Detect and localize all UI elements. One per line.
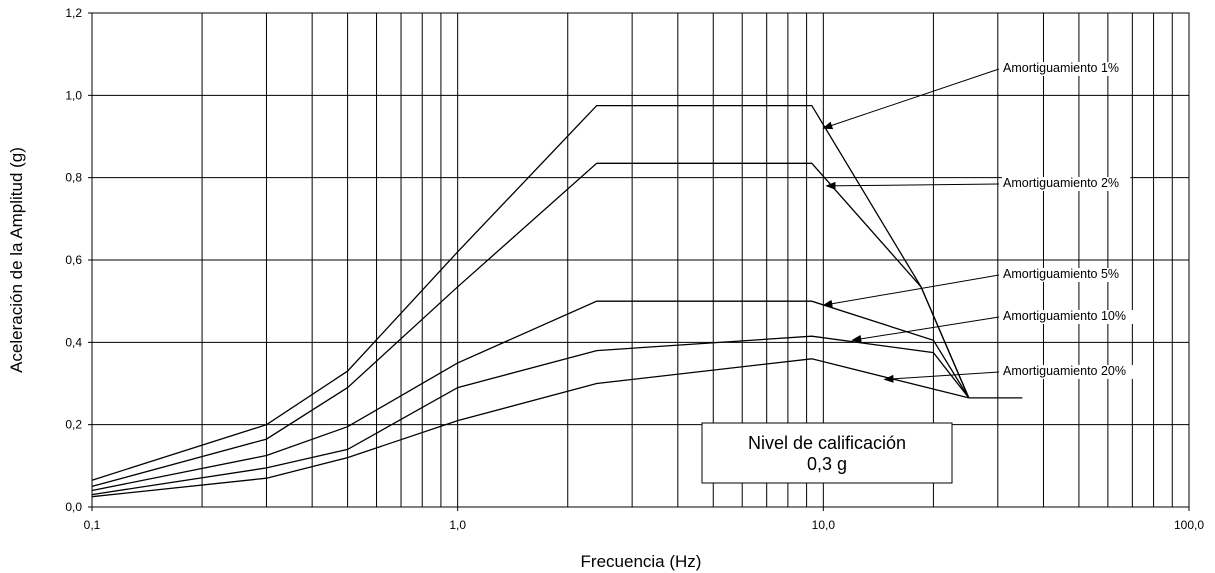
annotation-arrow — [851, 316, 1000, 343]
qualification-box-line2: 0,3 g — [807, 454, 847, 474]
annotation-label-bg — [1002, 365, 1138, 379]
y-tick-label: 1,2 — [65, 6, 82, 20]
tick-labels: 0,0 0,2 0,4 0,6 0,8 1,0 1,2 0,1 1,0 10,0 100,0 — [65, 6, 1204, 532]
series-line-4 — [91, 335, 970, 496]
annotation-label-bg — [1002, 310, 1138, 324]
x-axis-title: Frecuencia (Hz) — [581, 552, 702, 571]
y-tick-label: 0,2 — [65, 418, 82, 432]
qualification-box-frame — [701, 422, 953, 484]
x-tick-label: 1,0 — [449, 518, 466, 532]
x-tick-label: 100,0 — [1174, 518, 1204, 532]
y-tick-label: 0,4 — [65, 335, 82, 349]
annotation-label: Amortiguamiento 1% — [1003, 61, 1119, 75]
annotations: Amortiguamiento 1% Amortiguamiento 2% Amor… — [822, 61, 1138, 383]
series-line-3 — [91, 300, 970, 492]
y-tick-label: 1,0 — [65, 88, 82, 102]
y-axis-title: Aceleración de la Amplitud (g) — [7, 147, 26, 373]
grid — [92, 13, 1189, 507]
x-tick-label: 10,0 — [812, 518, 836, 532]
annotation-label-bg — [1002, 177, 1131, 191]
annotation-label: Amortiguamiento 20% — [1003, 364, 1126, 378]
annotation-arrow — [822, 274, 1000, 308]
series-line-1 — [91, 104, 970, 481]
series-line-2 — [91, 162, 970, 488]
annotation-label-bg — [1002, 268, 1131, 282]
x-tick-label: 0,1 — [84, 518, 101, 532]
series-lines — [91, 104, 1023, 498]
qualification-box-line1: Nivel de calificación — [748, 433, 906, 453]
y-tick-label: 0,0 — [65, 500, 82, 514]
qualification-level-box: Nivel de calificación 0,3 g — [701, 422, 953, 484]
annotation-label-bg — [1002, 62, 1131, 76]
y-tick-label: 0,8 — [65, 171, 82, 185]
y-tick-label: 0,6 — [65, 253, 82, 267]
series-line-5 — [91, 358, 1023, 498]
annotation-arrow — [822, 68, 1000, 130]
annotation-arrow — [825, 181, 1000, 190]
annotation-label: Amortiguamiento 10% — [1003, 309, 1126, 323]
annotation-label: Amortiguamiento 2% — [1003, 176, 1119, 190]
annotation-label: Amortiguamiento 5% — [1003, 267, 1119, 281]
annotation-arrow — [883, 371, 1000, 383]
